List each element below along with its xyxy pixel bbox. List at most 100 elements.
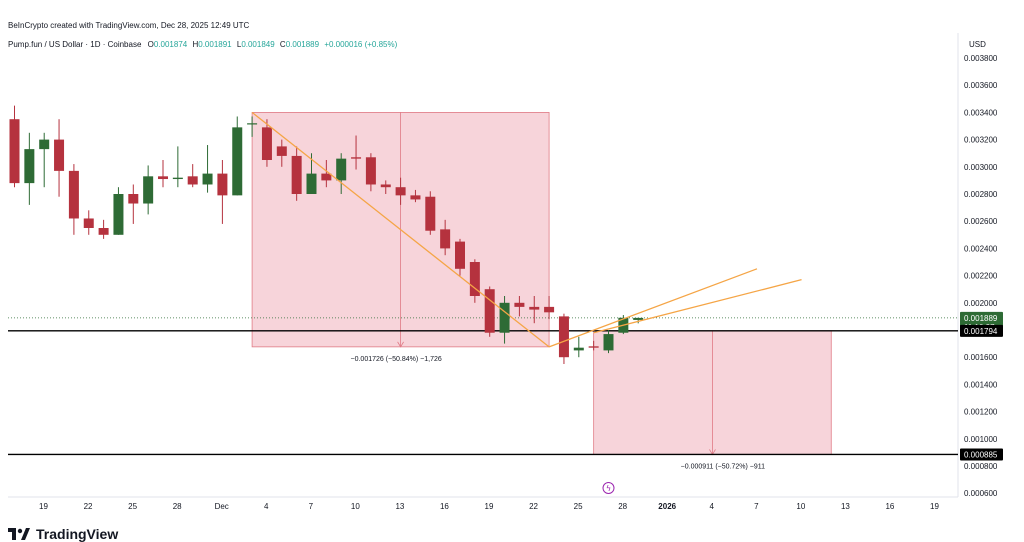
candle-body xyxy=(514,302,525,307)
candle-body xyxy=(633,317,644,320)
x-tick-label: 22 xyxy=(84,502,93,511)
candle-body xyxy=(588,346,599,348)
x-tick-label: 22 xyxy=(529,502,538,511)
y-tick-label: 0.002000 xyxy=(964,299,998,308)
low-label: L xyxy=(236,40,242,49)
candle-body xyxy=(247,123,258,125)
y-tick-label: 0.003800 xyxy=(964,54,998,63)
high-value: 0.001891 xyxy=(198,40,232,49)
candle-body xyxy=(484,289,495,333)
y-axis: 0.003800 0.003600 0.003400 0.003200 0.003000… xyxy=(964,54,998,498)
x-tick-label: 19 xyxy=(485,502,494,511)
symbol-name: Pump.fun / US Dollar · 1D · Coinbase xyxy=(8,40,142,49)
x-tick-label: 4 xyxy=(710,502,715,511)
low-value: 0.001849 xyxy=(241,40,275,49)
candle-body xyxy=(187,176,198,185)
candle-body xyxy=(202,173,213,185)
candle-body xyxy=(9,119,20,184)
candle-body xyxy=(499,302,510,333)
candle-body xyxy=(336,158,347,181)
x-axis: 19 22 25 28 Dec 4 7 10 13 16 19 22 25 28 2026 4 7 10 13 16 1… xyxy=(39,482,939,511)
measure-arrowhead-0 xyxy=(397,341,404,348)
candle-body xyxy=(113,194,124,235)
x-tick-label: 16 xyxy=(885,502,894,511)
measure-label-0: −0.001726 (−50.84%) −1,726 xyxy=(351,356,442,363)
candle-body xyxy=(469,262,480,296)
candle-body xyxy=(440,229,451,249)
currency-label: USD xyxy=(969,40,986,49)
candle-body xyxy=(321,173,332,181)
y-tick-label: 0.001600 xyxy=(964,353,998,362)
candle-body xyxy=(380,184,391,188)
candle-body xyxy=(39,139,50,150)
level-tag-0 xyxy=(960,324,1003,337)
y-tick-label: 0.001200 xyxy=(964,408,998,417)
close-label: C xyxy=(279,40,286,49)
x-tick-label: 7 xyxy=(309,502,314,511)
symbol-legend: Pump.fun / US Dollar · 1D · Coinbase O0.… xyxy=(8,40,400,49)
y-tick-label: 0.002400 xyxy=(964,244,998,253)
candle-body xyxy=(529,306,540,310)
y-tick-label: 0.000600 xyxy=(964,489,998,498)
change-value: +0.000016 (+0.85%) xyxy=(324,40,398,49)
y-tick-label: 0.003400 xyxy=(964,108,998,117)
x-tick-label: 25 xyxy=(128,502,137,511)
candle-body xyxy=(351,157,362,159)
high-label: H xyxy=(192,40,199,49)
y-tick-label: 0.003200 xyxy=(964,136,998,145)
candle-body xyxy=(291,155,302,194)
measure-label-1: −0.000911 (−50.72%) −911 xyxy=(681,463,766,470)
y-tick-label: 0.002200 xyxy=(964,272,998,281)
x-tick-label: 28 xyxy=(173,502,182,511)
candle-body xyxy=(306,173,317,194)
candle-body xyxy=(455,241,465,269)
candle-body xyxy=(558,316,569,358)
candle-body xyxy=(128,194,139,204)
y-tick-label: 0.002600 xyxy=(964,217,998,226)
candle-body xyxy=(261,127,272,160)
candle-body xyxy=(603,334,614,351)
candle-body xyxy=(83,218,94,228)
x-tick-label: 13 xyxy=(841,502,850,511)
x-tick-label: 25 xyxy=(574,502,583,511)
trendline-0 xyxy=(251,111,550,348)
open-value: 0.001874 xyxy=(153,40,188,49)
candle-body xyxy=(217,173,228,196)
candle-body xyxy=(573,347,584,351)
candle-body xyxy=(98,228,109,235)
x-tick-label: 16 xyxy=(440,502,449,511)
open-label: O xyxy=(147,40,154,49)
chart-frame xyxy=(8,33,959,498)
candle-body xyxy=(68,170,79,219)
level-tag-value-0: 0.001794 xyxy=(964,327,998,336)
last-price-tag-value: 0.001889 xyxy=(964,314,998,323)
y-tick-label: 0.003600 xyxy=(964,81,998,90)
candle-body xyxy=(410,195,421,200)
trendline-1 xyxy=(548,268,758,348)
trendline-2 xyxy=(593,279,802,334)
x-tick-label: 7 xyxy=(754,502,759,511)
candle-body xyxy=(544,306,555,313)
level-tag-1 xyxy=(960,448,1003,461)
level-tag-value-1: 0.000885 xyxy=(964,450,998,459)
x-tick-label: 10 xyxy=(351,502,360,511)
x-tick-label: 19 xyxy=(39,502,48,511)
brand-name: TradingView xyxy=(36,526,119,542)
candle-body xyxy=(276,146,287,156)
x-tick-label: 28 xyxy=(618,502,627,511)
y-tick-label: 0.003000 xyxy=(964,163,998,172)
candles xyxy=(9,105,644,364)
horizontal-levels xyxy=(8,317,958,456)
x-tick-label: 2026 xyxy=(658,502,676,511)
tradingview-brand[interactable]: TradingView xyxy=(8,526,118,542)
tradingview-logo-icon xyxy=(8,528,30,540)
candle-body xyxy=(172,177,183,180)
event-bolt-glyph: ϟ xyxy=(606,484,611,493)
x-tick-label: 10 xyxy=(796,502,805,511)
candle-body xyxy=(54,139,65,171)
candle-body xyxy=(365,157,376,185)
x-tick-label: 4 xyxy=(264,502,269,511)
x-tick-label: 13 xyxy=(395,502,404,511)
